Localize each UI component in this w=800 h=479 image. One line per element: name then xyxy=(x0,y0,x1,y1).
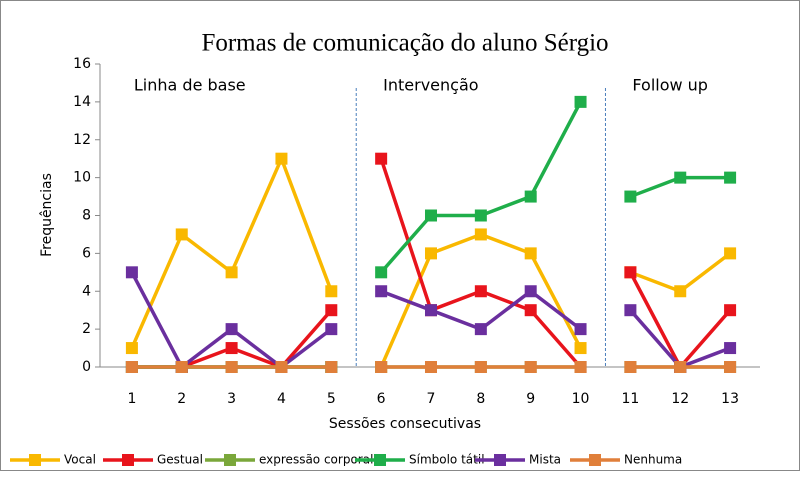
series-marker xyxy=(375,152,388,165)
series-marker xyxy=(325,323,338,336)
series-marker xyxy=(724,247,737,260)
series-marker xyxy=(574,95,587,108)
series-marker xyxy=(724,171,737,184)
series-marker xyxy=(574,342,587,355)
legend-label: Gestual xyxy=(157,453,203,467)
series-marker xyxy=(724,342,737,355)
series-marker xyxy=(524,247,537,260)
series-marker xyxy=(474,361,487,373)
series-marker xyxy=(125,342,138,355)
series-marker xyxy=(474,228,487,241)
legend-marker xyxy=(122,454,134,466)
y-axis-label: Frequências xyxy=(39,173,55,257)
series-marker xyxy=(375,361,388,373)
legend-marker xyxy=(494,454,506,466)
x-axis-label: Sessões consecutivas xyxy=(329,416,481,432)
series-marker xyxy=(474,209,487,222)
series-marker xyxy=(175,228,188,241)
series-marker xyxy=(574,361,587,373)
legend-marker xyxy=(29,454,41,466)
x-tick-label: 4 xyxy=(277,391,286,407)
series-marker xyxy=(674,171,687,184)
x-tick-label: 6 xyxy=(377,391,386,407)
series-marker xyxy=(624,266,637,279)
y-tick-label: 4 xyxy=(82,283,91,299)
legend-label: Vocal xyxy=(64,453,96,467)
series-marker xyxy=(624,361,637,373)
y-tick-label: 10 xyxy=(73,170,91,186)
x-tick-label: 7 xyxy=(427,391,436,407)
series-marker xyxy=(125,266,138,279)
series-marker xyxy=(674,285,687,298)
x-tick-label: 13 xyxy=(721,391,739,407)
x-tick-label: 2 xyxy=(177,391,186,407)
series-marker xyxy=(524,190,537,203)
y-tick-label: 12 xyxy=(73,132,91,148)
series-marker xyxy=(225,266,238,279)
series-marker xyxy=(175,361,188,373)
series-marker xyxy=(424,209,437,222)
series-marker xyxy=(524,361,537,373)
series-marker xyxy=(375,285,388,298)
series-marker xyxy=(424,361,437,373)
series-marker xyxy=(275,152,288,165)
x-tick-label: 11 xyxy=(621,391,639,407)
series-marker xyxy=(574,323,587,336)
chart-title: Formas de comunicação do aluno Sérgio xyxy=(201,30,608,57)
series-marker xyxy=(225,323,238,336)
series-marker xyxy=(225,361,238,373)
y-tick-label: 2 xyxy=(82,321,91,337)
series-marker xyxy=(724,304,737,317)
y-tick-label: 8 xyxy=(82,208,91,224)
legend-label: expressão corporal xyxy=(259,453,373,467)
legend-marker xyxy=(589,454,601,466)
phase-label: Intervenção xyxy=(383,76,478,95)
phase-label: Linha de base xyxy=(134,76,246,95)
phase-label: Follow up xyxy=(632,76,708,95)
series-marker xyxy=(325,361,338,373)
x-tick-label: 3 xyxy=(227,391,236,407)
legend-marker xyxy=(374,454,386,466)
series-marker xyxy=(225,342,238,355)
y-tick-label: 14 xyxy=(73,94,91,110)
series-marker xyxy=(375,266,388,279)
x-tick-label: 12 xyxy=(671,391,689,407)
legend-marker xyxy=(224,454,236,466)
series-marker xyxy=(474,323,487,336)
x-tick-label: 9 xyxy=(526,391,535,407)
y-tick-label: 6 xyxy=(82,245,91,261)
x-tick-label: 10 xyxy=(572,391,590,407)
legend-label: Símbolo tátil xyxy=(409,453,485,467)
series-marker xyxy=(325,285,338,298)
series-marker xyxy=(724,361,737,373)
x-tick-label: 1 xyxy=(127,391,136,407)
legend-label: Mista xyxy=(529,453,561,467)
series-marker xyxy=(325,304,338,317)
series-marker xyxy=(125,361,138,373)
series-marker xyxy=(524,304,537,317)
y-tick-label: 0 xyxy=(82,359,91,375)
legend-label: Nenhuma xyxy=(624,453,682,467)
series-marker xyxy=(624,190,637,203)
series-marker xyxy=(424,304,437,317)
series-marker xyxy=(674,361,687,373)
x-tick-label: 8 xyxy=(476,391,485,407)
y-tick-label: 16 xyxy=(73,56,91,72)
series-marker xyxy=(474,285,487,298)
series-marker xyxy=(524,285,537,298)
series-marker xyxy=(624,304,637,317)
x-tick-label: 5 xyxy=(327,391,336,407)
series-marker xyxy=(275,361,288,373)
series-marker xyxy=(424,247,437,260)
